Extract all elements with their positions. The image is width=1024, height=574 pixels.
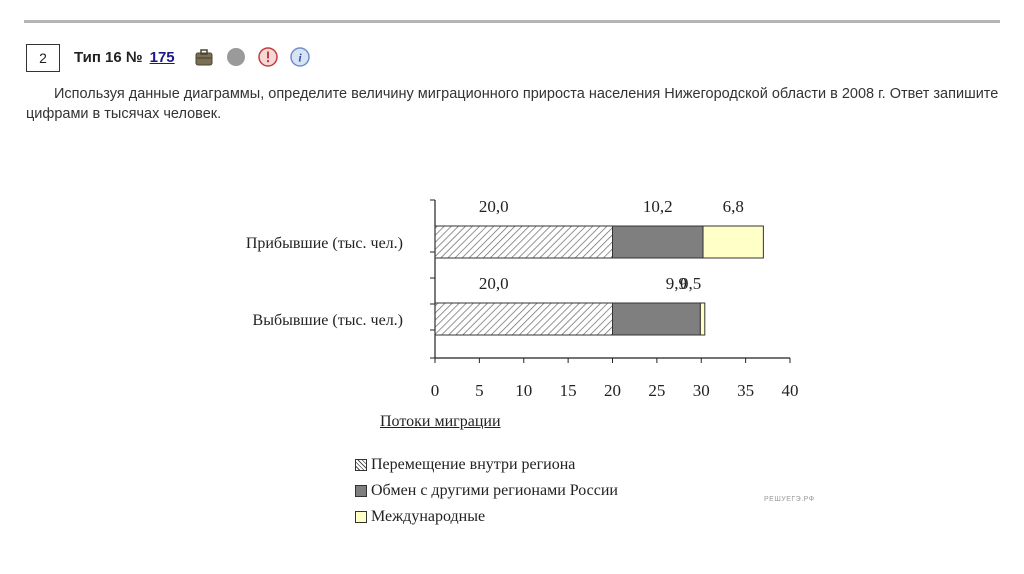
bar-segment [434, 225, 613, 259]
data-label: 20,0 [479, 274, 509, 293]
legend-label: Обмен с другими регионами России [371, 482, 618, 499]
x-tick-label: 0 [431, 381, 440, 400]
legend-item: Международные [355, 504, 618, 530]
chart-legend: Перемещение внутри региона Обмен с другим… [355, 452, 618, 530]
bar-segment [612, 302, 701, 336]
grey-circle-icon[interactable] [226, 47, 246, 67]
info-icon[interactable]: i [290, 47, 310, 67]
legend-swatch [355, 459, 367, 471]
task-icons: i [194, 47, 310, 67]
bar-segment [434, 302, 613, 336]
task-type-label: Тип 16 № [74, 49, 143, 66]
top-divider [24, 20, 1000, 23]
watermark: РЕШУЕГЭ.РФ [764, 496, 815, 503]
x-tick-label: 15 [560, 381, 577, 400]
bar-segment [699, 302, 706, 336]
x-tick-label: 5 [475, 381, 484, 400]
legend-title: Потоки миграции [380, 413, 501, 430]
x-tick-label: 10 [515, 381, 532, 400]
category-label: Выбывшие (тыс. чел.) [253, 312, 403, 329]
legend-item: Перемещение внутри региона [355, 452, 618, 478]
x-tick-label: 30 [693, 381, 710, 400]
legend-item: Обмен с другими регионами России [355, 478, 618, 504]
x-tick-label: 40 [782, 381, 799, 400]
bar-segment [702, 225, 764, 259]
task-header: Тип 16 № 175 [74, 49, 175, 66]
svg-text:i: i [298, 51, 302, 65]
alert-icon[interactable] [258, 47, 278, 67]
question-text: Используя данные диаграммы, определите в… [26, 86, 999, 122]
legend-label: Международные [371, 508, 486, 525]
legend-swatch [355, 511, 367, 523]
legend-label: Перемещение внутри региона [371, 456, 576, 473]
task-id-link[interactable]: 175 [149, 49, 175, 66]
category-label: Прибывшие (тыс. чел.) [246, 235, 403, 252]
briefcase-icon[interactable] [194, 47, 214, 67]
legend-swatch [355, 485, 367, 497]
data-label: 6,8 [723, 197, 744, 216]
data-label: 0,5 [680, 274, 701, 293]
bar-segment [612, 225, 704, 259]
migration-bar-chart: 0 5 10 15 20 25 30 35 40 Прибывшие (тыс. чел.) 20,… [246, 197, 799, 400]
data-label: 10,2 [643, 197, 673, 216]
data-label: 9,9 [666, 274, 687, 293]
data-label: 20,0 [479, 197, 509, 216]
x-tick-label: 35 [737, 381, 754, 400]
x-tick-label: 20 [604, 381, 621, 400]
question-text-block: Используя данные диаграммы, определите в… [26, 84, 1006, 124]
task-number-box: 2 [26, 44, 60, 72]
x-tick-label: 25 [648, 381, 665, 400]
